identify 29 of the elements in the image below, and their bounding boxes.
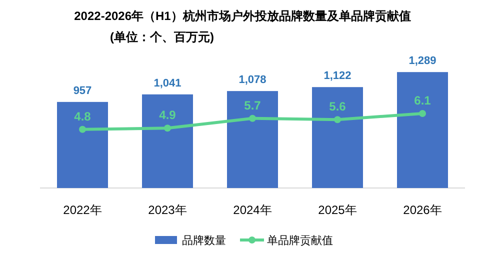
chart-subtitle: (单位：个、百万元) [110, 30, 214, 44]
data-label: 957 [73, 84, 92, 97]
x-tick-label: 2023年 [148, 203, 187, 217]
point [164, 124, 171, 132]
bar [57, 102, 108, 188]
data-label: 4.8 [74, 109, 92, 124]
data-label: 5.6 [329, 100, 346, 114]
point [249, 114, 256, 122]
chart-title: 2022-2026年（H1）杭州市场户外投放品牌数量及单品牌贡献值 [74, 9, 411, 23]
x-tick-label: 2026年 [403, 203, 442, 217]
legend-label: 品牌数量 [182, 235, 226, 247]
point [419, 110, 426, 117]
data-label: 5.7 [244, 98, 262, 112]
data-label: 1,078 [238, 74, 266, 86]
bar [312, 87, 363, 188]
x-tick-label: 2024年 [233, 203, 272, 217]
data-label: 6.1 [414, 93, 432, 108]
bar [142, 94, 193, 188]
data-label: 4.9 [159, 108, 176, 122]
bar [227, 91, 278, 188]
data-label: 1,041 [154, 77, 182, 90]
point [79, 126, 86, 133]
data-label: 1,122 [324, 70, 352, 82]
point [334, 116, 341, 124]
legend-label: 单品牌贡献值 [267, 234, 333, 247]
data-label: 1,289 [408, 55, 436, 68]
x-tick-label: 2025年 [318, 203, 357, 217]
x-tick-label: 2022年 [63, 203, 102, 217]
bar [397, 72, 448, 188]
